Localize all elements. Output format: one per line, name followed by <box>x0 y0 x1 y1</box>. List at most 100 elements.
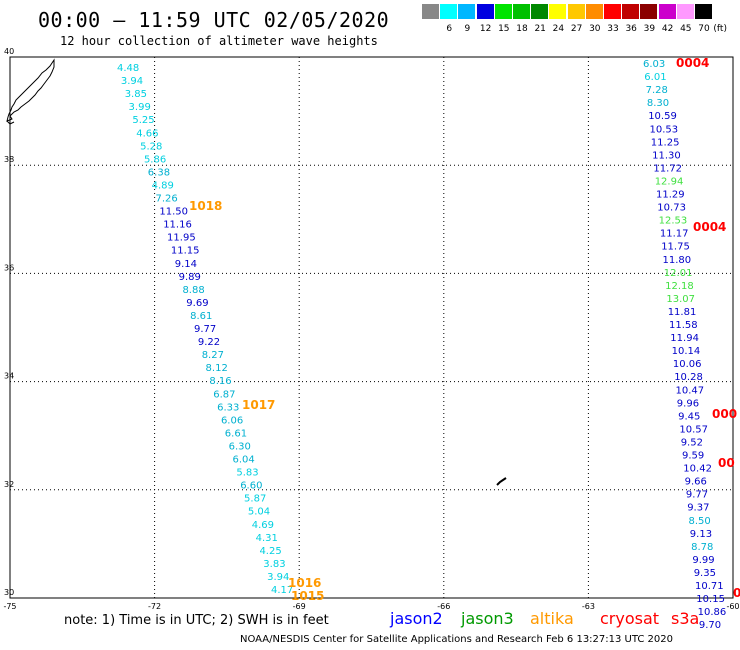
legend-swatch <box>585 4 603 19</box>
track-value-right: 11.17 <box>660 229 689 240</box>
track-value-right: 10.59 <box>648 111 677 122</box>
track-value-left: 4.89 <box>152 180 174 191</box>
track-value-left: 9.89 <box>179 272 201 283</box>
track-value-right: 11.72 <box>653 163 682 174</box>
mission-altika: altika <box>530 609 574 628</box>
track-value-left: 5.83 <box>236 468 258 479</box>
track-value-right: 9.66 <box>685 477 707 488</box>
track-value-right: 10.73 <box>657 203 686 214</box>
mission-jason2: jason2 <box>390 609 443 628</box>
track-value-right: 12.53 <box>659 216 688 227</box>
time-label-cryosat: 0 <box>733 586 740 600</box>
track-value-right: 11.29 <box>656 190 685 201</box>
track-value-left: 11.50 <box>159 207 188 218</box>
track-value-right: 9.37 <box>687 503 709 514</box>
track-value-left: 11.95 <box>167 233 196 244</box>
legend-label: 24 <box>552 24 565 34</box>
track-value-left: 8.88 <box>182 285 204 296</box>
track-value-right: 12.01 <box>664 268 693 279</box>
legend-swatch <box>458 4 476 19</box>
legend-label: 12 <box>479 24 492 34</box>
y-tick-label: 34 <box>4 372 14 381</box>
legend-label: 39 <box>643 24 656 34</box>
track-value-right: 9.45 <box>678 411 700 422</box>
track-value-right: 6.03 <box>643 59 665 70</box>
time-label-altika: 1017 <box>242 398 275 412</box>
x-tick-label: -60 <box>726 602 739 611</box>
track-value-right: 9.59 <box>682 451 704 462</box>
x-tick-label: -72 <box>148 602 161 611</box>
track-value-right: 10.57 <box>679 424 708 435</box>
credit-line: NOAA/NESDIS Center for Satellite Applica… <box>240 634 673 645</box>
x-tick-label: -63 <box>582 602 595 611</box>
legend-swatch <box>695 4 712 19</box>
track-value-left: 5.87 <box>244 494 266 505</box>
track-value-left: 6.38 <box>148 167 170 178</box>
legend-swatch <box>604 4 621 19</box>
legend-swatch <box>658 4 676 19</box>
time-label-cryosat: 0004 <box>693 220 726 234</box>
track-value-right: 10.71 <box>695 581 724 592</box>
legend-label: 27 <box>570 24 583 34</box>
legend-label: 9 <box>464 24 471 34</box>
track-value-right: 11.30 <box>652 150 681 161</box>
track-value-right: 13.07 <box>666 294 695 305</box>
track-value-left: 5.86 <box>144 154 166 165</box>
track-value-right: 8.50 <box>689 516 711 527</box>
track-value-left: 6.33 <box>217 402 239 413</box>
track-value-left: 8.12 <box>206 363 228 374</box>
track-value-right: 9.99 <box>692 555 714 566</box>
track-value-right: 10.14 <box>672 346 701 357</box>
page-title: 00:00 – 11:59 UTC 02/05/2020 <box>38 8 390 32</box>
track-value-left: 4.69 <box>252 520 274 531</box>
legend-label: 21 <box>534 24 546 34</box>
track-value-right: 10.86 <box>698 607 727 618</box>
time-label-cryosat: 00 <box>718 456 735 470</box>
track-value-left: 6.60 <box>240 481 262 492</box>
track-value-left: 8.61 <box>190 311 212 322</box>
x-tick-label: -69 <box>293 602 306 611</box>
track-value-left: 4.48 <box>117 63 139 74</box>
legend-label: 45 <box>680 24 692 34</box>
track-value-left: 9.77 <box>194 324 216 335</box>
track-value-left: 9.22 <box>198 337 220 348</box>
track-value-right: 8.30 <box>647 98 669 109</box>
track-value-left: 4.25 <box>259 546 281 557</box>
track-value-right: 11.75 <box>661 242 690 253</box>
track-value-left: 3.83 <box>263 559 285 570</box>
y-tick-label: 30 <box>4 588 14 597</box>
track-value-left: 11.15 <box>171 246 200 257</box>
time-label-altika: 1018 <box>189 199 222 213</box>
track-value-right: 10.47 <box>676 385 705 396</box>
track-value-right: 10.28 <box>674 372 703 383</box>
legend-swatch <box>676 4 694 19</box>
plot-frame <box>9 56 734 599</box>
y-tick-label: 32 <box>4 480 14 489</box>
track-value-left: 3.99 <box>129 102 151 113</box>
track-value-left: 11.16 <box>163 220 192 231</box>
legend-swatch <box>567 4 585 19</box>
color-legend: 6 9 12 15 18 21 24 27 30 33 36 39 42 45 70 (ft) <box>422 4 732 38</box>
y-tick-label: 36 <box>4 263 14 272</box>
track-value-right: 9.35 <box>694 568 716 579</box>
track-value-left: 8.27 <box>202 350 224 361</box>
track-value-left: 3.94 <box>121 76 143 87</box>
track-value-right: 11.58 <box>669 320 698 331</box>
track-value-left: 6.61 <box>225 428 247 439</box>
legend-label: 36 <box>625 24 637 34</box>
legend-label: 70 <box>698 24 710 34</box>
time-label-altika: 1016 <box>288 576 321 590</box>
track-value-right: 7.28 <box>646 85 668 96</box>
track-value-right: 9.77 <box>686 490 708 501</box>
track-value-left: 6.06 <box>221 415 243 426</box>
track-value-left: 7.26 <box>156 194 178 205</box>
track-value-right: 9.52 <box>681 437 703 448</box>
mission-cryosat: cryosat <box>600 609 660 628</box>
track-value-left: 6.04 <box>233 455 255 466</box>
track-value-right: 10.53 <box>650 124 679 135</box>
legend-label: 6 <box>446 24 453 34</box>
legend-label: 42 <box>661 24 674 34</box>
mission-s3a: s3a <box>671 609 700 628</box>
legend-swatch <box>422 4 439 19</box>
legend-label: 15 <box>498 24 510 34</box>
